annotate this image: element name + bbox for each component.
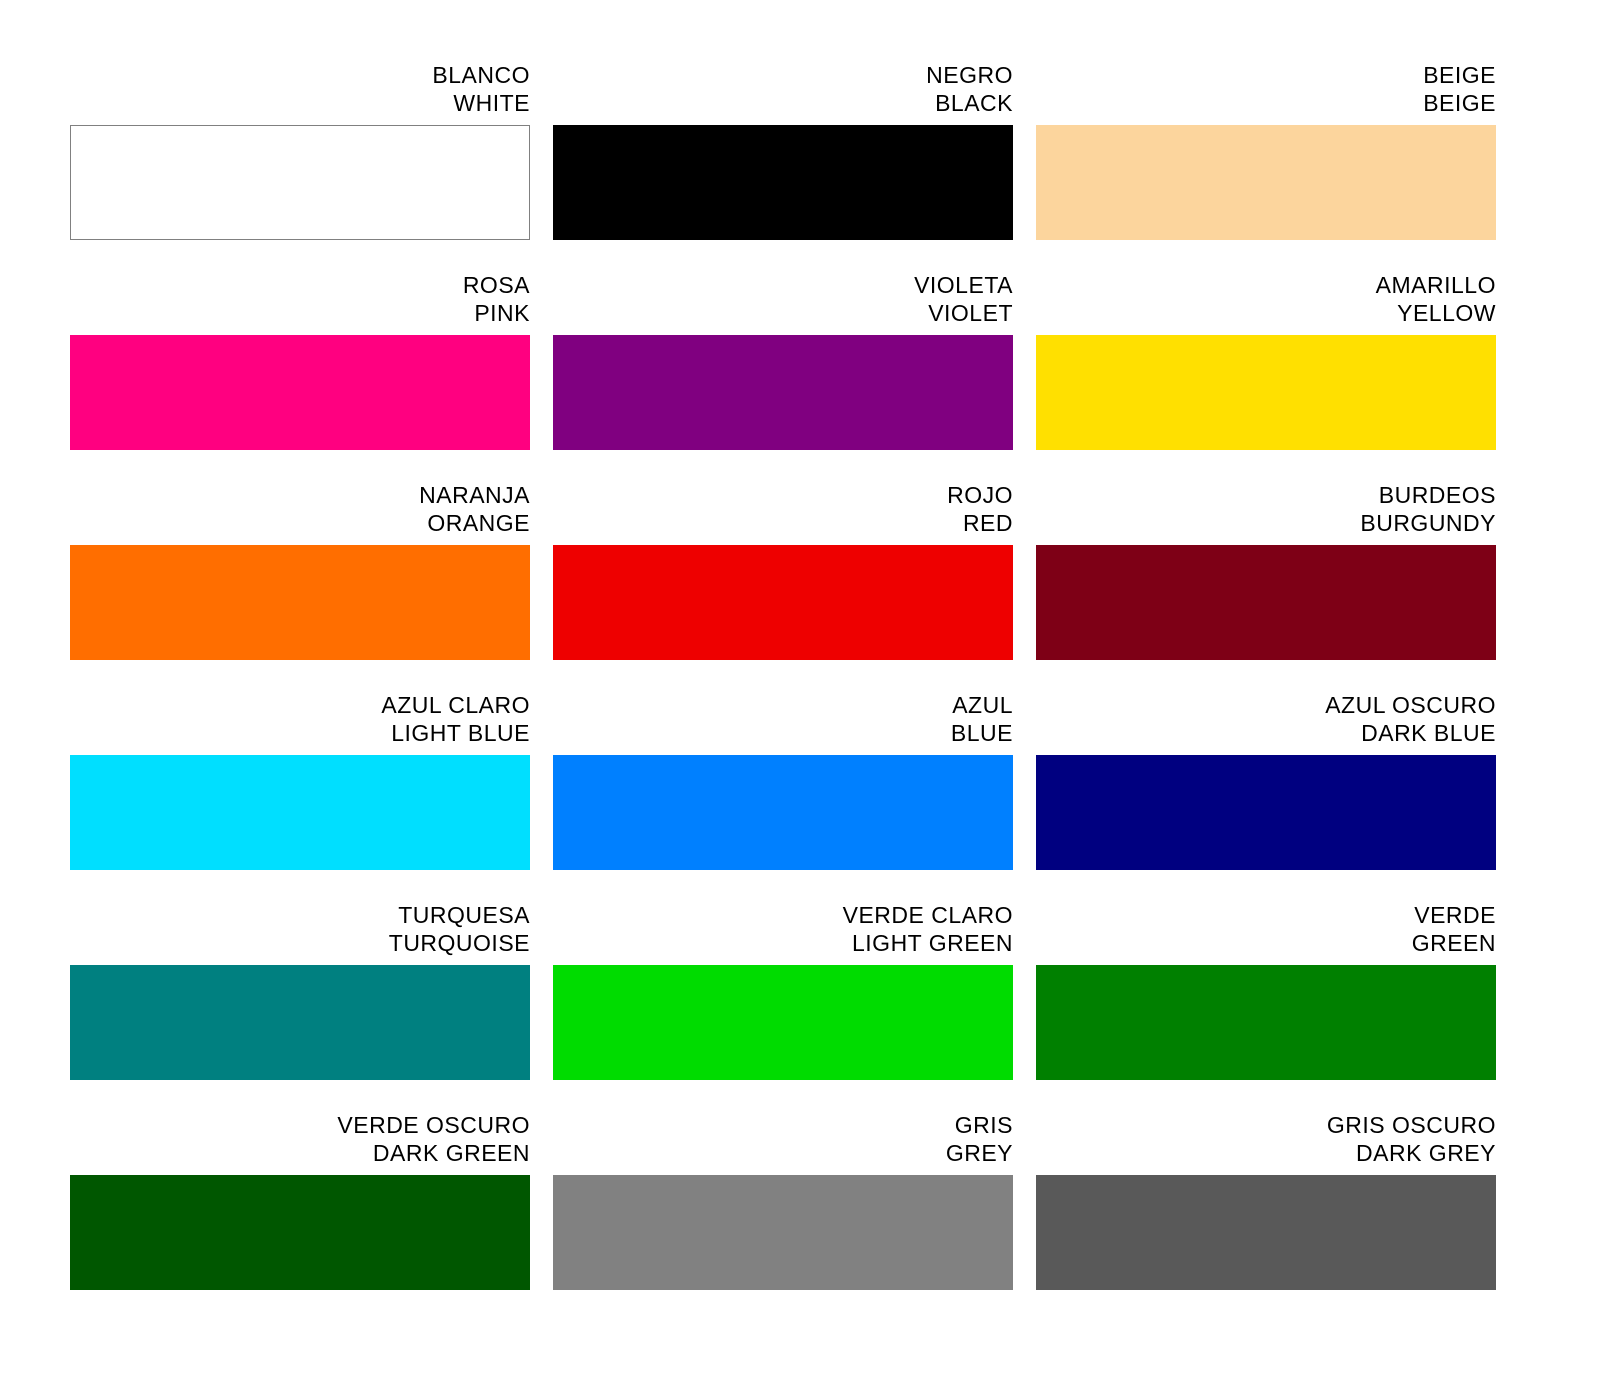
color-name-spanish: AZUL OSCURO [1325, 692, 1496, 718]
color-name-english: GREY [945, 1140, 1013, 1166]
color-name-spanish: ROJO [947, 482, 1013, 508]
color-name-english: DARK BLUE [1361, 720, 1496, 746]
color-labels: BLANCO WHITE [70, 61, 530, 117]
color-name-english: BURGUNDY [1360, 510, 1496, 536]
color-name-spanish: AZUL CLARO [381, 692, 530, 718]
color-card-light-blue: AZUL CLARO LIGHT BLUE [70, 660, 530, 870]
color-name-english: LIGHT GREEN [852, 930, 1013, 956]
color-name-spanish: VERDE OSCURO [337, 1112, 530, 1138]
color-labels: BURDEOS BURGUNDY [1036, 481, 1496, 537]
color-name-spanish: GRIS [954, 1112, 1013, 1138]
color-card-dark-green: VERDE OSCURO DARK GREEN [70, 1080, 530, 1290]
color-name-spanish: TURQUESA [398, 902, 530, 928]
color-name-spanish: BLANCO [432, 62, 530, 88]
color-swatch-blue [553, 755, 1013, 870]
color-card-dark-grey: GRIS OSCURO DARK GREY [1036, 1080, 1496, 1290]
color-card-turquoise: TURQUESA TURQUOISE [70, 870, 530, 1080]
color-labels: BEIGE BEIGE [1036, 61, 1496, 117]
color-labels: VERDE GREEN [1036, 901, 1496, 957]
color-card-green: VERDE GREEN [1036, 870, 1496, 1080]
color-swatch-violet [553, 335, 1013, 450]
color-name-spanish: VERDE [1414, 902, 1496, 928]
color-name-english: GREEN [1411, 930, 1496, 956]
color-card-beige: BEIGE BEIGE [1036, 30, 1496, 240]
color-swatch-dark-green [70, 1175, 530, 1290]
color-card-orange: NARANJA ORANGE [70, 450, 530, 660]
color-swatch-yellow [1036, 335, 1496, 450]
color-labels: VERDE OSCURO DARK GREEN [70, 1111, 530, 1167]
color-swatch-red [553, 545, 1013, 660]
color-labels: AZUL BLUE [553, 691, 1013, 747]
color-card-red: ROJO RED [553, 450, 1013, 660]
color-name-spanish: VERDE CLARO [842, 902, 1013, 928]
color-name-english: ORANGE [427, 510, 530, 536]
color-name-spanish: NEGRO [926, 62, 1013, 88]
color-labels: VERDE CLARO LIGHT GREEN [553, 901, 1013, 957]
color-name-english: BLACK [935, 90, 1013, 116]
color-name-english: LIGHT BLUE [391, 720, 530, 746]
color-name-english: BEIGE [1423, 90, 1496, 116]
color-name-english: VIOLET [928, 300, 1013, 326]
color-card-blue: AZUL BLUE [553, 660, 1013, 870]
color-card-pink: ROSA PINK [70, 240, 530, 450]
color-name-spanish: BEIGE [1423, 62, 1496, 88]
color-name-english: PINK [474, 300, 530, 326]
color-card-light-green: VERDE CLARO LIGHT GREEN [553, 870, 1013, 1080]
color-name-spanish: VIOLETA [914, 272, 1013, 298]
color-name-spanish: AZUL [952, 692, 1013, 718]
color-name-english: WHITE [453, 90, 530, 116]
color-swatch-white [70, 125, 530, 240]
color-swatch-light-green [553, 965, 1013, 1080]
color-card-grey: GRIS GREY [553, 1080, 1013, 1290]
color-labels: AZUL CLARO LIGHT BLUE [70, 691, 530, 747]
color-labels: NEGRO BLACK [553, 61, 1013, 117]
color-card-white: BLANCO WHITE [70, 30, 530, 240]
color-labels: GRIS GREY [553, 1111, 1013, 1167]
color-labels: TURQUESA TURQUOISE [70, 901, 530, 957]
color-card-burgundy: BURDEOS BURGUNDY [1036, 450, 1496, 660]
color-labels: AZUL OSCURO DARK BLUE [1036, 691, 1496, 747]
color-swatch-beige [1036, 125, 1496, 240]
color-swatch-turquoise [70, 965, 530, 1080]
color-card-violet: VIOLETA VIOLET [553, 240, 1013, 450]
color-name-english: DARK GREEN [372, 1140, 530, 1166]
color-labels: NARANJA ORANGE [70, 481, 530, 537]
color-name-spanish: NARANJA [419, 482, 530, 508]
color-swatch-green [1036, 965, 1496, 1080]
color-labels: GRIS OSCURO DARK GREY [1036, 1111, 1496, 1167]
color-swatch-dark-blue [1036, 755, 1496, 870]
color-swatch-light-blue [70, 755, 530, 870]
color-labels: ROSA PINK [70, 271, 530, 327]
color-name-english: DARK GREY [1356, 1140, 1496, 1166]
color-name-spanish: ROSA [462, 272, 530, 298]
color-swatch-burgundy [1036, 545, 1496, 660]
color-labels: AMARILLO YELLOW [1036, 271, 1496, 327]
color-name-english: YELLOW [1397, 300, 1496, 326]
color-name-english: BLUE [950, 720, 1013, 746]
color-card-dark-blue: AZUL OSCURO DARK BLUE [1036, 660, 1496, 870]
color-name-spanish: GRIS OSCURO [1326, 1112, 1496, 1138]
color-swatch-orange [70, 545, 530, 660]
color-card-yellow: AMARILLO YELLOW [1036, 240, 1496, 450]
color-swatch-black [553, 125, 1013, 240]
color-card-black: NEGRO BLACK [553, 30, 1013, 240]
color-swatch-pink [70, 335, 530, 450]
color-labels: VIOLETA VIOLET [553, 271, 1013, 327]
color-labels: ROJO RED [553, 481, 1013, 537]
color-swatch-dark-grey [1036, 1175, 1496, 1290]
color-name-english: RED [962, 510, 1013, 536]
color-swatch-grey [553, 1175, 1013, 1290]
color-name-spanish: AMARILLO [1375, 272, 1496, 298]
color-name-spanish: BURDEOS [1378, 482, 1496, 508]
color-name-english: TURQUOISE [388, 930, 530, 956]
